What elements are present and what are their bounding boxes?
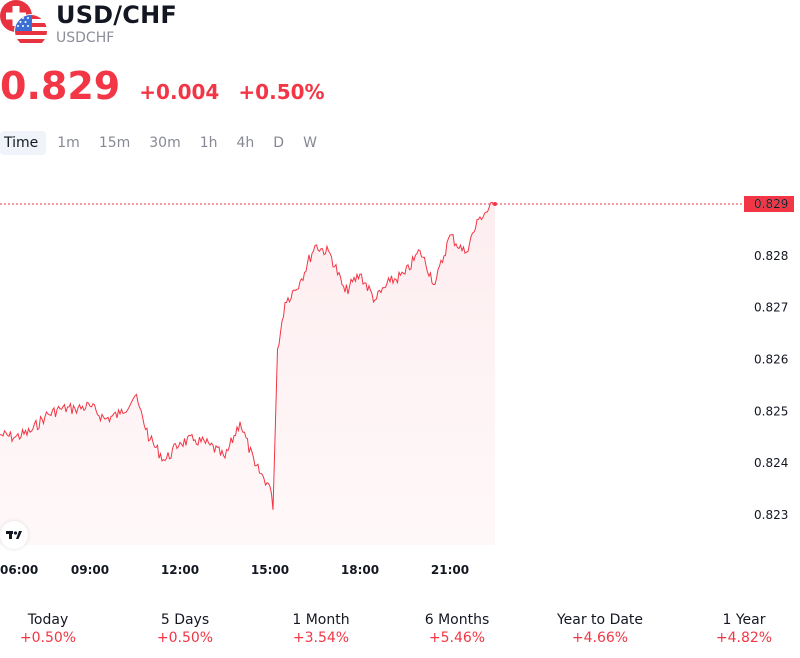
symbol-code: USDCHF bbox=[56, 30, 115, 46]
price-change-percent: +0.50% bbox=[238, 80, 325, 104]
performance-strip: Today +0.50% 5 Days +0.50% 1 Month +3.54… bbox=[0, 611, 800, 651]
tab-w[interactable]: W bbox=[303, 135, 317, 151]
price-chart[interactable]: 0.829 0.823 0.824 0.825 0.826 0.827 0.828 0.82… bbox=[0, 0, 800, 600]
tab-1h[interactable]: 1h bbox=[199, 135, 218, 151]
perf-1-year[interactable]: 1 Year +4.82% bbox=[684, 611, 800, 647]
tab-15m[interactable]: 15m bbox=[98, 135, 131, 151]
price-row: 0.829 +0.004 +0.50% bbox=[0, 64, 325, 108]
perf-label: 5 Days bbox=[160, 612, 210, 628]
currency-flags-icon bbox=[0, 0, 50, 50]
perf-year-to-date[interactable]: Year to Date +4.66% bbox=[540, 611, 660, 647]
perf-1-month[interactable]: 1 Month +3.54% bbox=[261, 611, 381, 647]
x-tick-label: 15:00 bbox=[251, 563, 289, 577]
y-tick-label: 0.827 bbox=[754, 301, 788, 315]
x-tick-label: 12:00 bbox=[161, 563, 199, 577]
perf-value: +4.82% bbox=[715, 630, 773, 646]
x-tick-label: 18:00 bbox=[341, 563, 379, 577]
tab-4h[interactable]: 4h bbox=[236, 135, 255, 151]
interval-tabs: Time 1m 15m 30m 1h 4h D W bbox=[0, 131, 328, 155]
symbol-title: USD/CHF bbox=[56, 1, 177, 29]
perf-label: 6 Months bbox=[424, 612, 490, 628]
perf-label: Year to Date bbox=[556, 612, 644, 628]
perf-value: +0.50% bbox=[156, 630, 214, 646]
y-tick-label: 0.824 bbox=[754, 456, 788, 470]
current-price-badge bbox=[744, 196, 794, 212]
x-tick-label: 21:00 bbox=[431, 563, 469, 577]
y-tick-label: 0.825 bbox=[754, 404, 788, 418]
y-tick-label: 0.829 bbox=[754, 197, 788, 211]
y-tick-label: 0.826 bbox=[754, 353, 788, 367]
x-tick-label: 06:00 bbox=[0, 563, 38, 577]
perf-label: 1 Year bbox=[722, 612, 766, 628]
tab-30m[interactable]: 30m bbox=[149, 135, 181, 151]
perf-value: +0.50% bbox=[19, 630, 77, 646]
tradingview-logo-icon[interactable] bbox=[0, 521, 28, 549]
current-price-label: 0.829 bbox=[754, 197, 788, 211]
tab-1m[interactable]: 1m bbox=[57, 135, 80, 151]
perf-value: +3.54% bbox=[292, 630, 350, 646]
tab-d[interactable]: D bbox=[273, 135, 285, 151]
last-price: 0.829 bbox=[0, 64, 121, 108]
perf-value: +4.66% bbox=[571, 630, 629, 646]
price-series-line bbox=[0, 201, 496, 510]
perf-label: Today bbox=[27, 612, 69, 628]
price-area bbox=[0, 202, 495, 546]
y-tick-label: 0.823 bbox=[754, 508, 788, 522]
last-point-marker bbox=[493, 202, 497, 206]
x-tick-label: 09:00 bbox=[71, 563, 109, 577]
tab-time[interactable]: Time bbox=[0, 131, 47, 155]
price-change: +0.004 bbox=[139, 80, 220, 104]
perf-6-months[interactable]: 6 Months +5.46% bbox=[397, 611, 517, 647]
perf-value: +5.46% bbox=[428, 630, 486, 646]
perf-label: 1 Month bbox=[292, 612, 350, 628]
y-tick-label: 0.828 bbox=[754, 249, 788, 263]
perf-today[interactable]: Today +0.50% bbox=[0, 611, 108, 647]
perf-5-days[interactable]: 5 Days +0.50% bbox=[125, 611, 245, 647]
